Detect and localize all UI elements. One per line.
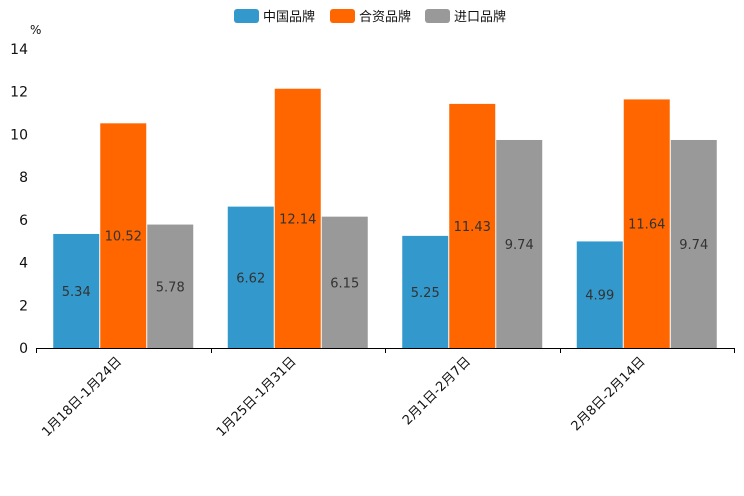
- legend[interactable]: 中国品牌 合资品牌 进口品牌: [234, 9, 506, 25]
- bar-value-label: 10.52: [105, 230, 142, 245]
- legend-item[interactable]: 进口品牌: [425, 9, 506, 25]
- bar[interactable]: [147, 224, 194, 348]
- bar[interactable]: [576, 241, 623, 348]
- legend-label: 合资品牌: [359, 9, 411, 25]
- x-category-label: 1月25日-1月31日: [214, 354, 300, 440]
- y-tick-label: 2: [19, 298, 28, 314]
- bar-value-label: 5.34: [62, 285, 91, 300]
- y-axis: 0 2 4 6 8 10 12 14: [10, 42, 28, 357]
- legend-item[interactable]: 中国品牌: [234, 9, 315, 25]
- bar-value-label: 12.14: [279, 212, 316, 227]
- bar[interactable]: [402, 235, 449, 348]
- bar-value-label: 5.25: [411, 286, 440, 301]
- bar-value-label: 4.99: [585, 289, 614, 304]
- bar-value-label: 5.78: [156, 280, 185, 295]
- legend-label: 中国品牌: [263, 9, 315, 25]
- bar-value-label: 9.74: [679, 238, 708, 253]
- y-tick-label: 4: [19, 256, 28, 272]
- bar[interactable]: [274, 88, 321, 348]
- bar[interactable]: [100, 123, 147, 348]
- bar[interactable]: [496, 139, 543, 348]
- bar[interactable]: [227, 206, 274, 348]
- bar[interactable]: [321, 216, 368, 348]
- y-tick-label: 6: [19, 213, 28, 229]
- y-tick-label: 10: [10, 127, 28, 143]
- y-tick-label: 0: [19, 341, 28, 357]
- x-category-label: 2月8日-2月14日: [569, 354, 649, 434]
- bar-value-label: 6.62: [236, 271, 265, 286]
- y-tick-label: 14: [10, 42, 28, 58]
- legend-item[interactable]: 合资品牌: [330, 9, 411, 25]
- bar-value-label: 11.64: [628, 218, 665, 233]
- bar-value-label: 9.74: [505, 238, 534, 253]
- y-axis-unit: %: [30, 23, 41, 37]
- bar[interactable]: [670, 139, 717, 348]
- y-tick-label: 12: [10, 85, 28, 101]
- y-tick-label: 8: [19, 170, 28, 186]
- x-category-label: 2月1日-2月7日: [400, 354, 474, 428]
- legend-label: 进口品牌: [454, 9, 506, 25]
- value-labels: 5.34 10.52 5.78 6.62 12.14 6.15 5.25 11.43 9.74 4…: [62, 212, 708, 303]
- x-axis: 1月18日-1月24日 1月25日-1月31日 2月1日-2月7日 2月8日-2月14…: [36, 348, 735, 440]
- legend-swatch: [330, 9, 355, 23]
- bars: [53, 88, 717, 349]
- bar-value-label: 6.15: [330, 276, 359, 291]
- bar[interactable]: [449, 103, 496, 349]
- bar[interactable]: [53, 233, 100, 348]
- legend-swatch: [425, 9, 450, 23]
- legend-swatch: [234, 9, 259, 23]
- x-category-label: 1月18日-1月24日: [39, 354, 125, 440]
- bar[interactable]: [623, 99, 670, 348]
- bar-value-label: 11.43: [454, 220, 491, 235]
